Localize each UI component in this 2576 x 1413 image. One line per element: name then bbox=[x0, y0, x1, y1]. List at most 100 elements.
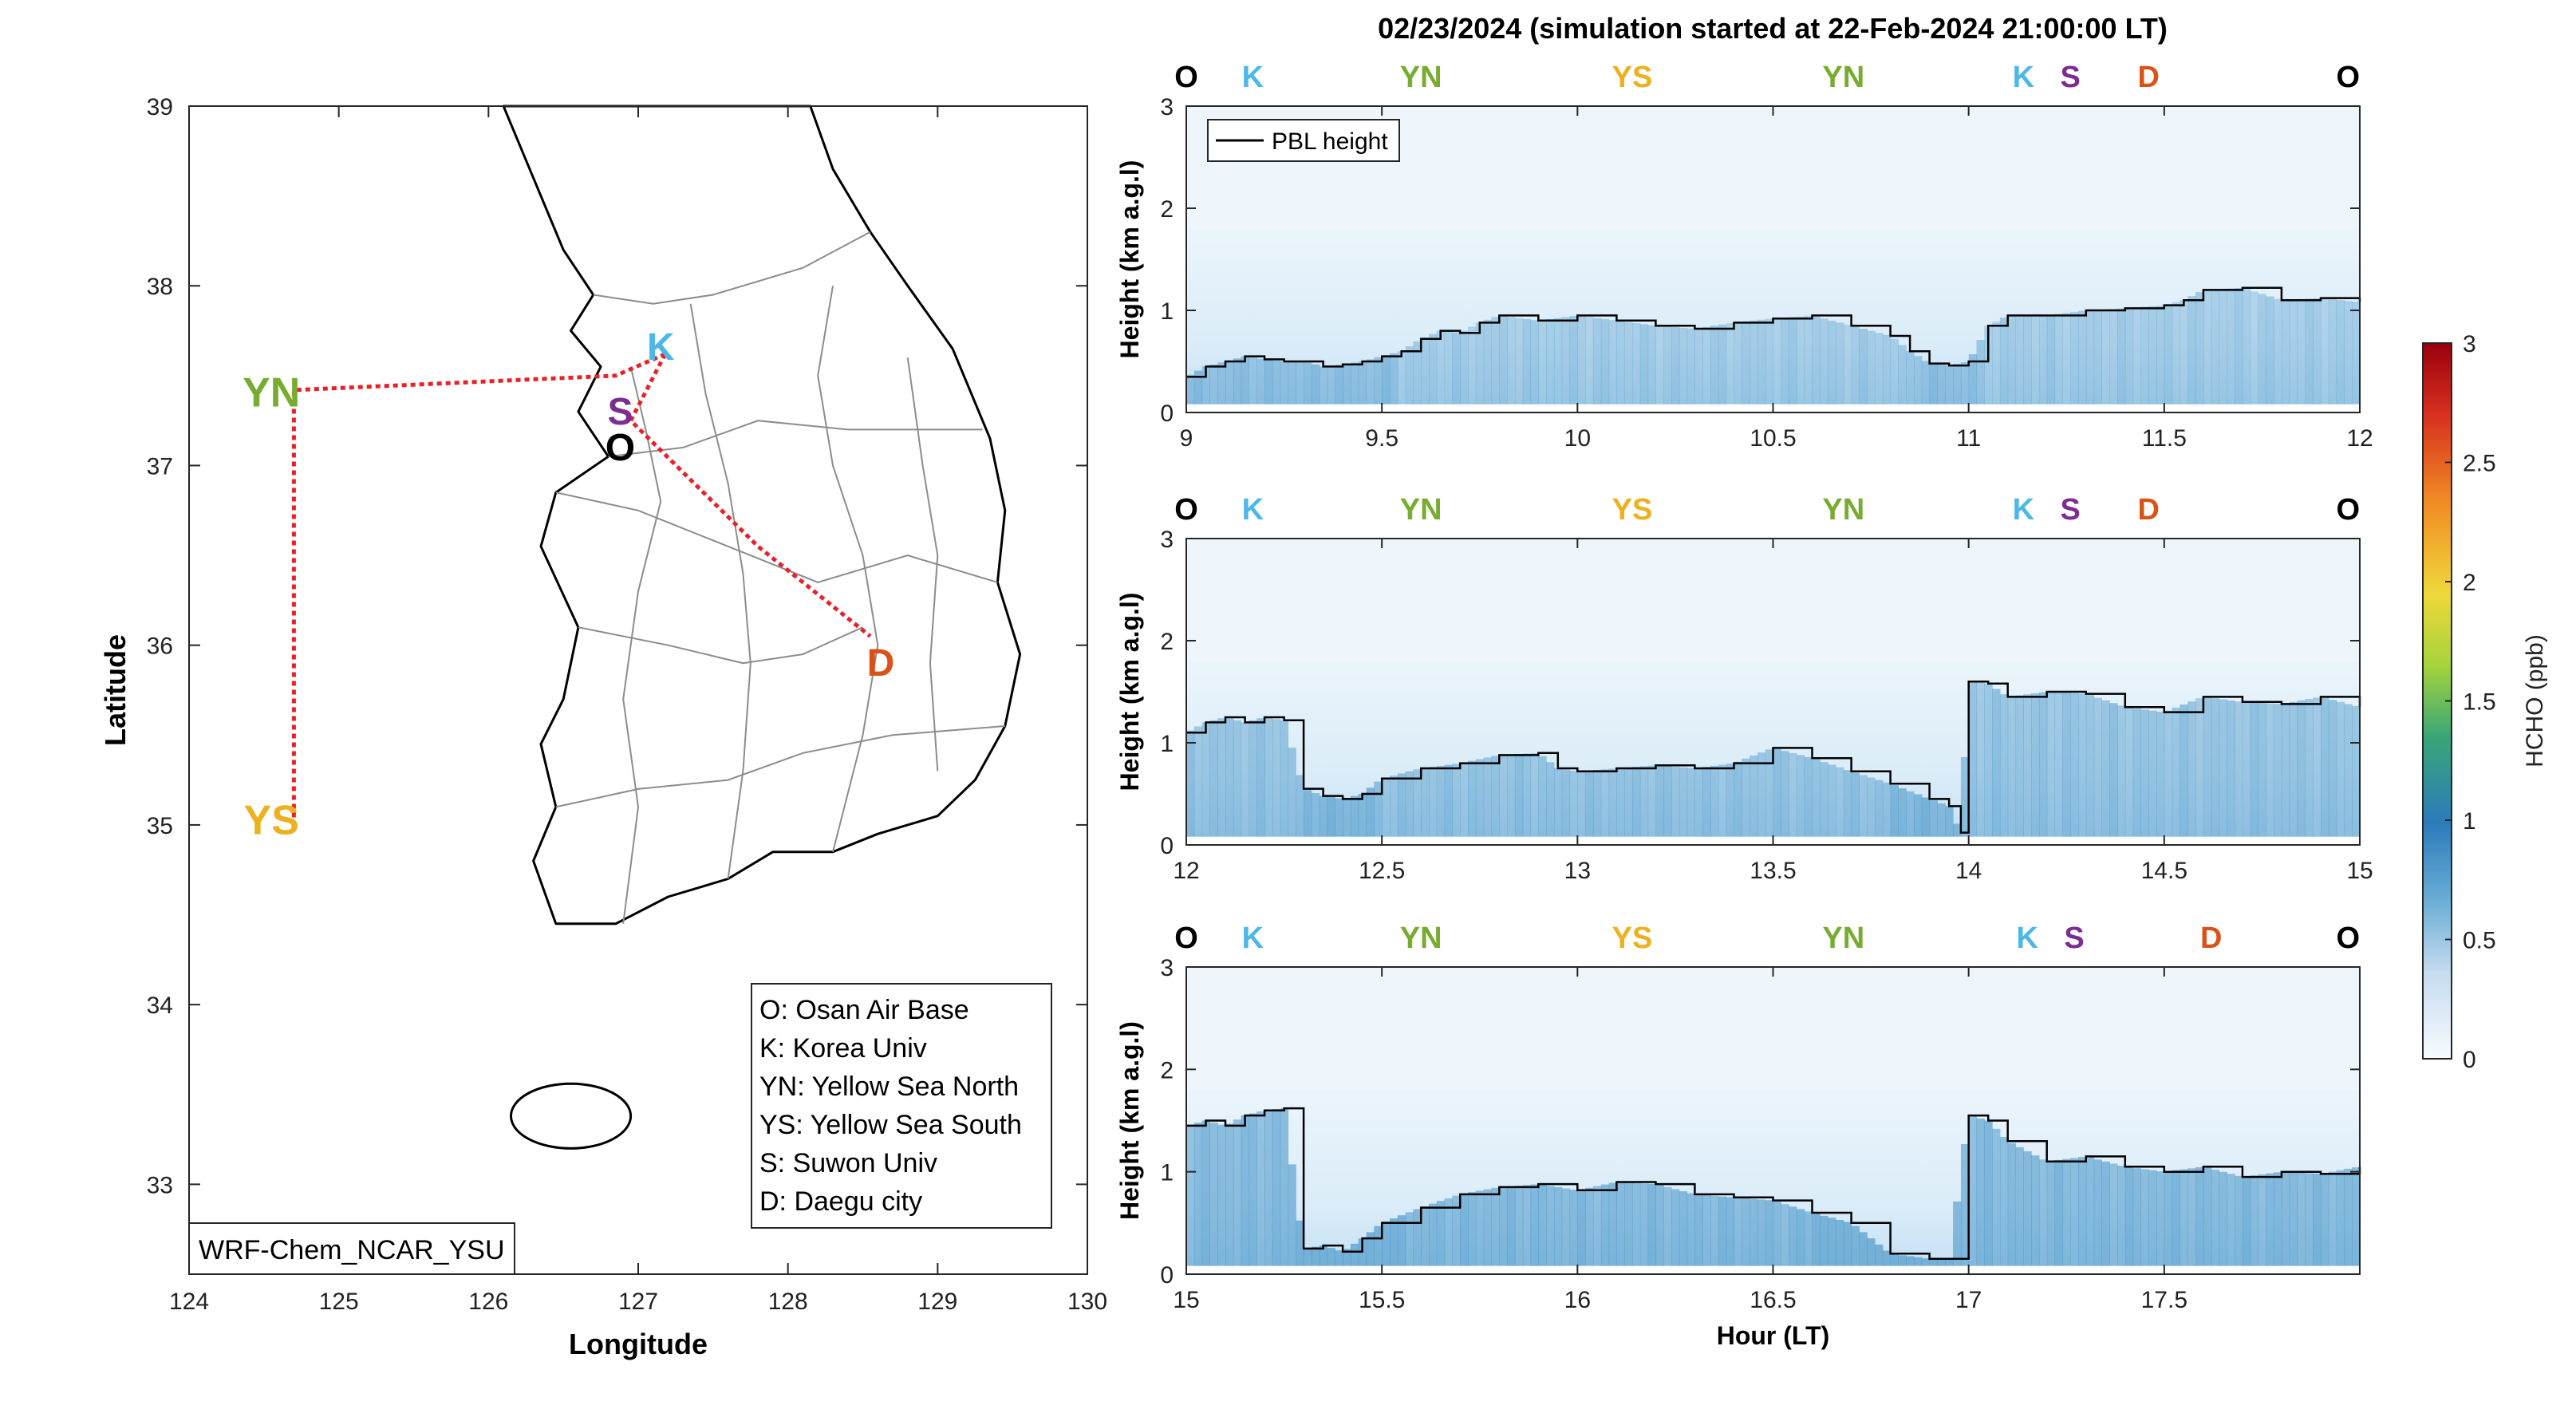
hcho-column bbox=[2117, 308, 2126, 405]
hcho-column bbox=[1569, 771, 1578, 837]
hcho-column bbox=[1304, 790, 1312, 837]
hcho-column bbox=[1647, 1183, 1656, 1266]
hcho-column bbox=[2211, 1170, 2220, 1266]
hcho-column bbox=[1960, 756, 1970, 837]
hcho-column bbox=[2062, 313, 2071, 405]
hcho-column bbox=[1702, 326, 1711, 405]
profile-ytick-label: 3 bbox=[1160, 527, 1174, 553]
hcho-column bbox=[1953, 1201, 1962, 1266]
profile-ytick-label: 3 bbox=[1160, 94, 1174, 120]
hcho-column bbox=[2038, 692, 2048, 837]
hcho-column bbox=[2281, 1171, 2290, 1266]
hcho-column bbox=[1647, 765, 1656, 837]
top-site-label-yn: YN bbox=[1400, 61, 1442, 94]
hcho-column bbox=[1335, 365, 1343, 405]
hcho-column bbox=[1475, 1190, 1485, 1266]
hcho-column bbox=[1750, 756, 1758, 837]
hcho-column bbox=[1249, 1113, 1257, 1266]
hcho-column bbox=[2195, 292, 2204, 405]
hcho-column bbox=[2297, 700, 2306, 837]
hcho-column bbox=[1726, 764, 1735, 837]
hcho-column bbox=[1742, 321, 1750, 405]
hcho-column bbox=[1507, 754, 1516, 837]
hcho-column bbox=[1671, 1189, 1680, 1266]
hcho-column bbox=[1976, 340, 1985, 405]
hcho-column bbox=[1608, 768, 1617, 837]
top-site-label-k: K bbox=[1242, 61, 1264, 94]
hcho-column bbox=[1429, 767, 1438, 837]
hcho-column bbox=[2070, 311, 2079, 405]
hcho-column bbox=[2070, 1158, 2079, 1266]
hcho-column bbox=[1561, 317, 1571, 405]
hcho-column bbox=[1875, 780, 1884, 837]
hcho-column bbox=[1694, 768, 1703, 837]
hcho-column bbox=[2305, 298, 2314, 405]
hcho-column bbox=[1882, 334, 1892, 405]
hcho-column bbox=[1468, 326, 1477, 405]
hcho-column bbox=[1491, 1187, 1500, 1266]
hcho-column bbox=[1820, 318, 1828, 405]
profile-xtick-label: 13.5 bbox=[1750, 858, 1796, 884]
hcho-column bbox=[2054, 692, 2063, 837]
hcho-column bbox=[1796, 1209, 1805, 1266]
hcho-column bbox=[1522, 1185, 1532, 1266]
hcho-column bbox=[1836, 322, 1844, 405]
top-site-label-o: O bbox=[2337, 922, 2361, 955]
profile-xlabel: Hour (LT) bbox=[1717, 1321, 1830, 1350]
hcho-column bbox=[1382, 1221, 1391, 1266]
hcho-column bbox=[1671, 327, 1680, 405]
hcho-column bbox=[1514, 318, 1524, 405]
hcho-column bbox=[1193, 1123, 1203, 1266]
hcho-column bbox=[2211, 289, 2220, 405]
hcho-column bbox=[1663, 326, 1672, 405]
hcho-column bbox=[1655, 765, 1664, 837]
map-ytick-label: 35 bbox=[147, 813, 173, 839]
hcho-column bbox=[2313, 1174, 2322, 1266]
hcho-column bbox=[1781, 318, 1789, 405]
hcho-column bbox=[2164, 304, 2173, 405]
map-ytick-label: 34 bbox=[147, 993, 173, 1019]
hcho-column bbox=[1663, 766, 1672, 837]
hcho-column bbox=[2195, 698, 2204, 837]
hcho-column bbox=[1781, 1204, 1789, 1266]
hcho-column bbox=[2274, 298, 2282, 405]
hcho-column bbox=[1937, 365, 1946, 405]
hcho-field-layer bbox=[1186, 228, 2360, 405]
hcho-column bbox=[2219, 699, 2227, 837]
hcho-column bbox=[1296, 1220, 1304, 1266]
hcho-column bbox=[1225, 1123, 1234, 1266]
hcho-column bbox=[1968, 681, 1978, 837]
hcho-column bbox=[1686, 328, 1695, 405]
hcho-column bbox=[2093, 1159, 2102, 1266]
hcho-column bbox=[1460, 762, 1469, 837]
hcho-column bbox=[1851, 772, 1860, 837]
hcho-column bbox=[1507, 1186, 1516, 1266]
map-legend-entry: D: Daegu city bbox=[759, 1186, 922, 1217]
hcho-column bbox=[1577, 1189, 1586, 1266]
map-legend-entry: K: Korea Univ bbox=[759, 1033, 927, 1064]
hcho-column bbox=[1366, 1232, 1375, 1266]
hcho-column bbox=[1757, 1199, 1766, 1266]
hcho-column bbox=[2031, 1155, 2040, 1266]
hcho-column bbox=[1945, 365, 1954, 405]
map-xtick-label: 129 bbox=[917, 1289, 957, 1315]
hcho-column bbox=[2156, 306, 2165, 405]
top-site-label-o: O bbox=[1174, 922, 1198, 955]
hcho-column bbox=[1921, 361, 1931, 405]
admin-boundary bbox=[689, 303, 751, 879]
hcho-column bbox=[2132, 307, 2141, 405]
hcho-column bbox=[1343, 798, 1351, 837]
hcho-column bbox=[2085, 310, 2095, 405]
map-xtick-label: 126 bbox=[468, 1289, 508, 1315]
hcho-column bbox=[1311, 1246, 1320, 1266]
hcho-column bbox=[2344, 704, 2353, 837]
jeju-island bbox=[509, 1082, 633, 1150]
hcho-column bbox=[1186, 374, 1195, 405]
colorbar: 0 0.5 1 1.5 2 2.5 3 HCHO (ppb) bbox=[2422, 331, 2548, 1073]
hcho-column bbox=[2187, 1168, 2196, 1266]
hcho-column bbox=[1569, 316, 1578, 405]
hcho-column bbox=[1217, 718, 1226, 837]
hcho-column bbox=[1483, 757, 1493, 837]
hcho-column bbox=[1898, 345, 1907, 405]
top-site-label-d: D bbox=[2137, 493, 2159, 527]
